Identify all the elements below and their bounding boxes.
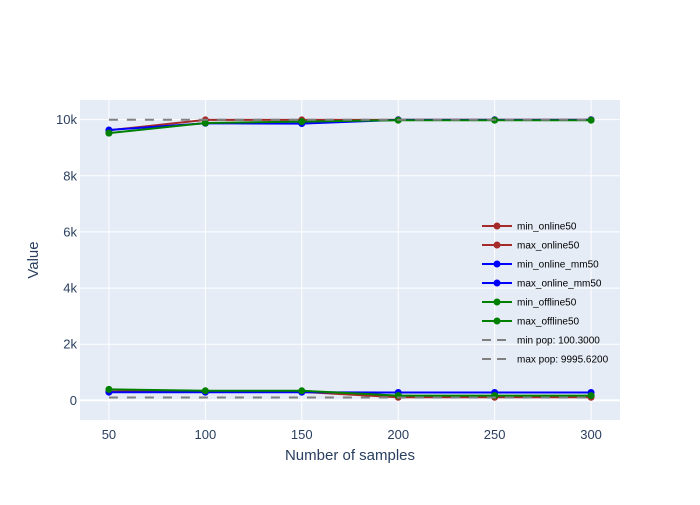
y-tick-label: 8k: [63, 168, 77, 183]
x-axis-title: Number of samples: [285, 447, 415, 464]
data-point: [588, 392, 595, 399]
data-point: [298, 387, 305, 394]
legend-marker: [494, 223, 501, 230]
legend-marker: [494, 261, 501, 268]
legend-label: max_offline50: [517, 317, 580, 328]
legend-label: max pop: 9995.6200: [517, 355, 609, 366]
y-tick-label: 0: [70, 393, 77, 408]
y-tick-label: 2k: [63, 337, 77, 352]
x-tick-label: 300: [580, 427, 602, 442]
y-axis-title: Value: [25, 241, 42, 278]
y-tick-label: 4k: [63, 281, 77, 296]
x-tick-label: 150: [291, 427, 313, 442]
x-axis-ticks: 50 100 150 200 250 300: [102, 427, 602, 442]
y-axis-ticks: 0 2k 4k 6k 8k 10k: [56, 112, 77, 408]
data-point: [588, 117, 595, 124]
legend-marker: [494, 280, 501, 287]
data-point: [202, 387, 209, 394]
data-point: [105, 130, 112, 137]
legend-marker: [494, 242, 501, 249]
x-tick-label: 100: [195, 427, 217, 442]
legend-label: min_online50: [517, 222, 577, 233]
x-tick-label: 50: [102, 427, 116, 442]
legend-marker: [494, 318, 501, 325]
legend-label: min pop: 100.3000: [517, 336, 600, 347]
legend-label: min_offline50: [517, 298, 577, 309]
legend-label: max_online_mm50: [517, 279, 602, 290]
x-tick-label: 250: [484, 427, 506, 442]
x-tick-label: 200: [387, 427, 409, 442]
y-tick-label: 10k: [56, 112, 77, 127]
y-tick-label: 6k: [63, 224, 77, 239]
data-point: [105, 386, 112, 393]
data-point: [298, 118, 305, 125]
legend-marker: [494, 299, 501, 306]
legend-label: min_online_mm50: [517, 260, 599, 271]
legend-label: max_online50: [517, 241, 580, 252]
